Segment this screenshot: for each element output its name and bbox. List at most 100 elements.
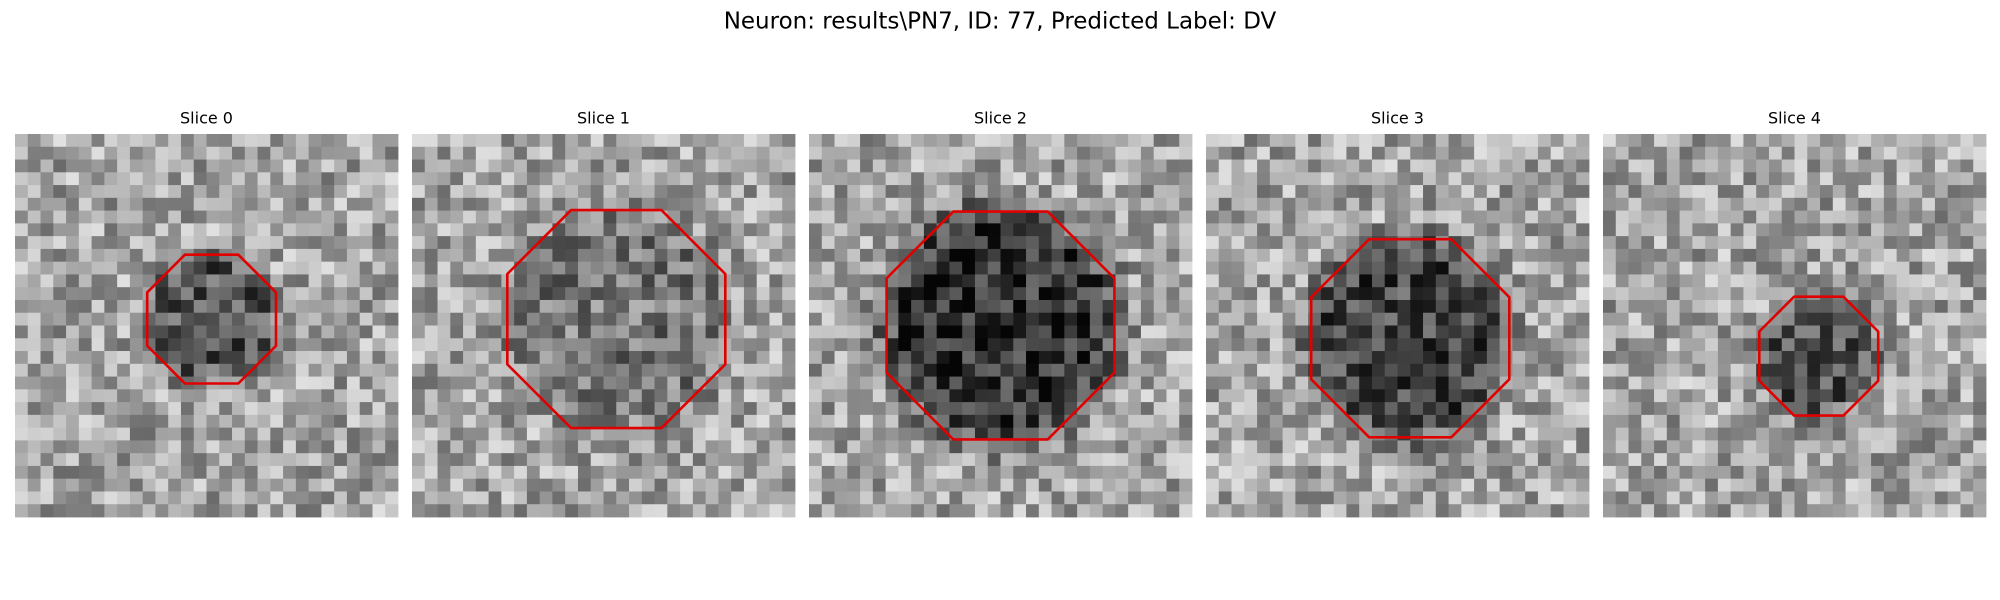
pixel <box>1231 299 1245 314</box>
pixel <box>923 134 938 148</box>
pixel <box>1140 274 1155 288</box>
pixel <box>1512 351 1526 365</box>
pixel <box>117 478 131 492</box>
pixel <box>1794 287 1808 301</box>
pixel <box>488 312 502 326</box>
pixel <box>308 427 322 441</box>
pixel <box>987 287 1001 301</box>
pixel <box>1231 146 1245 160</box>
pixel <box>1359 134 1373 148</box>
pixel <box>603 504 617 518</box>
pixel <box>424 248 438 263</box>
pixel <box>91 172 105 186</box>
pixel <box>40 351 54 365</box>
pixel <box>1026 312 1040 326</box>
pixel <box>1832 427 1846 441</box>
pixel <box>1525 134 1539 148</box>
pixel <box>1603 351 1617 365</box>
pixel <box>1666 197 1680 211</box>
pixel <box>1807 351 1821 365</box>
pixel <box>1257 210 1271 224</box>
pixel <box>270 478 284 492</box>
pixel <box>1013 465 1027 480</box>
pixel <box>860 376 874 390</box>
pixel <box>1499 146 1513 160</box>
pixel <box>1768 504 1783 518</box>
pixel <box>1909 402 1923 416</box>
pixel <box>860 338 874 352</box>
pixel <box>168 325 182 339</box>
pixel <box>78 159 92 173</box>
pixel <box>1423 338 1437 352</box>
pixel <box>1206 248 1220 263</box>
pixel <box>603 223 617 237</box>
pixel <box>1807 248 1821 263</box>
pixel <box>1244 223 1258 237</box>
pixel <box>962 453 976 467</box>
pixel <box>1397 338 1411 352</box>
pixel <box>15 210 29 224</box>
pixel <box>1832 389 1846 403</box>
pixel <box>1615 299 1629 314</box>
pixel <box>1883 287 1898 301</box>
pixel <box>1089 274 1104 288</box>
pixel <box>1244 440 1258 454</box>
pixel <box>463 491 477 505</box>
pixel <box>680 414 694 429</box>
pixel <box>1563 134 1577 148</box>
pixel <box>1768 338 1783 352</box>
pixel <box>1448 376 1462 390</box>
pixel <box>1153 146 1167 160</box>
pixel <box>117 440 131 454</box>
pixel <box>1537 504 1552 518</box>
pixel <box>372 134 386 148</box>
pixel <box>117 351 131 365</box>
pixel <box>1537 363 1552 377</box>
pixel <box>1641 146 1655 160</box>
pixel <box>590 210 604 224</box>
pixel <box>1909 185 1923 199</box>
pixel <box>1654 274 1668 288</box>
pixel <box>1089 465 1104 480</box>
pixel <box>1038 491 1052 505</box>
pixel <box>1153 427 1167 441</box>
pixel <box>1448 351 1462 365</box>
pixel <box>463 351 477 365</box>
pixel <box>885 491 899 505</box>
pixel <box>142 351 156 365</box>
pixel <box>1269 338 1283 352</box>
pixel <box>872 134 886 148</box>
pixel <box>1922 248 1936 263</box>
pixel <box>821 491 835 505</box>
pixel <box>475 478 489 492</box>
pixel <box>359 287 373 301</box>
pixel <box>1384 414 1398 429</box>
pixel <box>219 325 233 339</box>
pixel <box>847 363 861 377</box>
pixel <box>180 134 195 148</box>
pixel <box>705 261 719 275</box>
pixel <box>1628 223 1642 237</box>
pixel <box>654 236 668 250</box>
pixel <box>66 491 80 505</box>
pixel <box>334 134 348 148</box>
pixel <box>1051 185 1065 199</box>
pixel <box>834 261 848 275</box>
pixel <box>949 491 963 505</box>
pixel <box>1257 312 1271 326</box>
pixel <box>987 274 1001 288</box>
pixel <box>872 185 886 199</box>
pixel <box>104 274 118 288</box>
pixel <box>244 325 258 339</box>
pixel <box>667 389 681 403</box>
pixel <box>1960 376 1974 390</box>
pixel <box>1308 236 1322 250</box>
pixel <box>27 236 41 250</box>
pixel <box>782 210 796 224</box>
pixel <box>1257 287 1271 301</box>
pixel <box>1537 248 1552 263</box>
pixel <box>450 261 464 275</box>
pixel <box>1051 172 1065 186</box>
pixel <box>334 376 348 390</box>
pixel <box>654 248 668 263</box>
